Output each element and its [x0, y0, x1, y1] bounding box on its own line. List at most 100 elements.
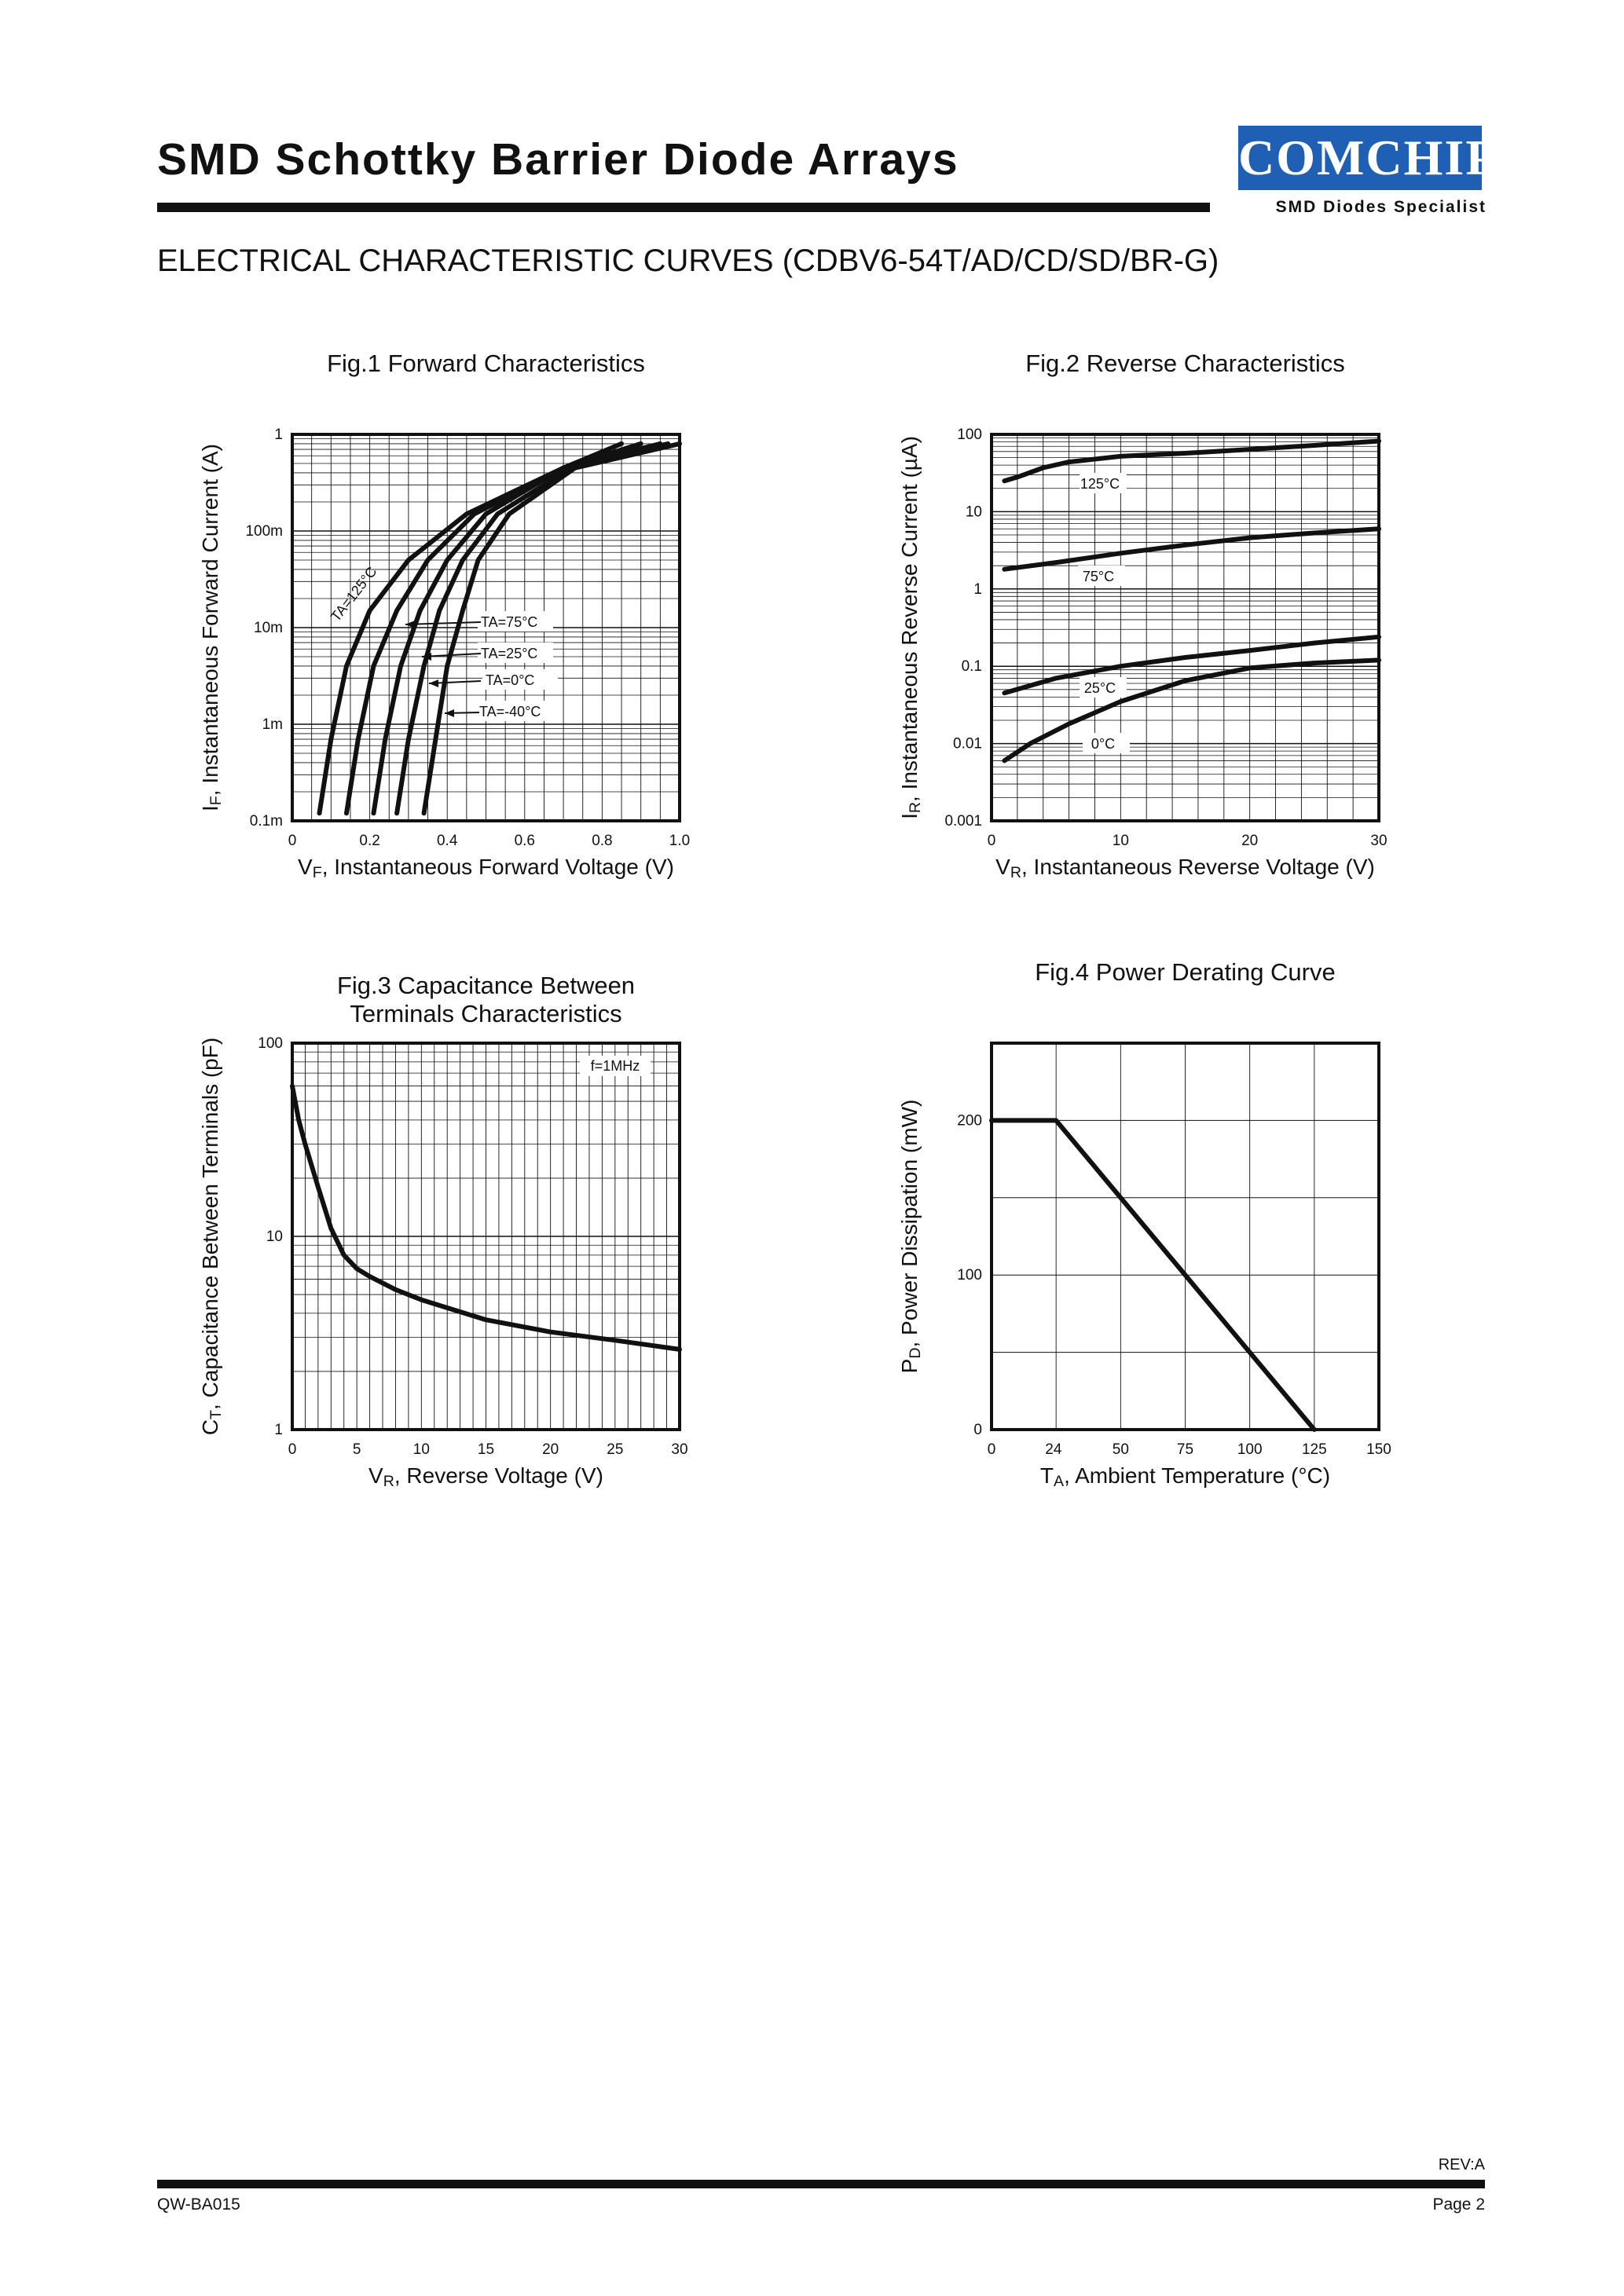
series-label-bg — [1078, 566, 1125, 586]
chart-2: 0 10 20 30 0.001 0.01 0.1 1 10 100 Fig.2 Reverse C… — [944, 350, 1387, 849]
x-tick-label: 1.0 — [669, 833, 690, 849]
y-axis-label: PD, Power Dissipation (mW) — [897, 1100, 924, 1374]
chart-title: Terminals Characteristics — [350, 1000, 621, 1027]
series-line-3 — [1002, 634, 1381, 696]
series-label: 0°C — [1091, 736, 1115, 752]
x-tick-label: 0.2 — [359, 833, 379, 849]
series-label-bg — [478, 643, 553, 663]
y-tick-label: 0.01 — [953, 736, 982, 753]
chart-4-grid — [991, 1042, 1380, 1430]
page-number: Page 2 — [1432, 2195, 1485, 2214]
series-label: TA=25°C — [481, 646, 537, 661]
chart-title: Fig.1 Forward Characteristics — [327, 350, 645, 377]
company-logo: COMCHIP — [1238, 126, 1496, 190]
x-tick-label: 20 — [542, 1441, 559, 1458]
arrowhead — [429, 679, 438, 687]
y-tick-label: 1 — [274, 1422, 283, 1438]
series-line-4 — [1002, 657, 1381, 764]
series-line-4 — [394, 441, 671, 816]
x-tick-label: 0.4 — [437, 833, 458, 849]
chart-3-frame — [291, 1042, 681, 1431]
series-line-2 — [1002, 526, 1381, 572]
x-axis-label: VR, Instantaneous Reverse Voltage (V) — [995, 855, 1375, 881]
section-subtitle: ELECTRICAL CHARACTERISTIC CURVES (CDBV6-… — [157, 244, 1219, 278]
frequency-annotation: f=1MHz — [591, 1058, 640, 1074]
y-tick-label: 10 — [966, 504, 982, 520]
x-tick-label: 0 — [288, 833, 297, 849]
series-label-bg — [476, 701, 552, 721]
x-tick-label: 10 — [413, 1441, 430, 1458]
series-line-1 — [989, 1118, 1317, 1432]
chart-1: 0 0.2 0.4 0.6 0.8 1.0 0.1m 1m 10m 100m 1 Fig.1 Forw… — [245, 350, 690, 849]
x-tick-label: 25 — [607, 1441, 623, 1458]
x-tick-label: 30 — [671, 1441, 687, 1458]
y-tick-label: 1m — [262, 716, 283, 733]
x-tick-label: 24 — [1045, 1441, 1062, 1458]
arrowhead — [405, 621, 415, 628]
y-tick-label: 100 — [957, 427, 982, 443]
chart-4-frame — [990, 1042, 1380, 1431]
series-label-bg — [478, 611, 553, 632]
x-tick-label: 0 — [988, 833, 996, 849]
x-tick-label: 125 — [1302, 1441, 1327, 1458]
x-tick-label: 20 — [1241, 833, 1258, 849]
x-tick-label: 75 — [1177, 1441, 1193, 1458]
y-tick-label: 0.1m — [250, 813, 283, 829]
series-line-3 — [371, 441, 663, 816]
y-tick-label: 100 — [258, 1035, 283, 1052]
x-tick-label: 5 — [353, 1441, 361, 1458]
x-axis-label: VR, Reverse Voltage (V) — [368, 1463, 603, 1490]
x-tick-label: 10 — [1113, 833, 1129, 849]
y-tick-label: 10m — [254, 620, 283, 636]
title-rule — [157, 203, 1210, 212]
series-label: 75°C — [1083, 569, 1114, 584]
annotation-bg — [580, 1056, 651, 1076]
arrowhead — [422, 653, 431, 661]
series-label-bg — [1080, 677, 1127, 698]
document-number: QW-BA015 — [157, 2195, 240, 2214]
x-tick-label: 0 — [988, 1441, 996, 1458]
series-line-1 — [1002, 438, 1381, 484]
series-label: 25°C — [1084, 680, 1116, 696]
series-label-bg — [1083, 733, 1130, 753]
footer-rule — [157, 2180, 1485, 2188]
y-axis-label: CT, Capacitance Between Terminals (pF) — [198, 1038, 225, 1435]
revision-label: REV:A — [1438, 2156, 1485, 2173]
chart-2-grid — [991, 434, 1380, 822]
x-tick-label: 0 — [288, 1441, 297, 1458]
chart-title: Fig.3 Capacitance Between — [337, 972, 635, 999]
x-tick-label: 50 — [1113, 1441, 1129, 1458]
label-arrow — [421, 653, 482, 657]
y-tick-label: 1 — [973, 581, 982, 598]
y-tick-label: 1 — [274, 427, 283, 443]
x-axis-label: TA, Ambient Temperature (°C) — [1040, 1463, 1330, 1490]
series-line-5 — [421, 441, 682, 816]
charts-area: 0 0.2 0.4 0.6 0.8 1.0 0.1m 1m 10m 100m 1 Fig.1 Forw… — [198, 350, 1391, 1490]
y-axis-label: IR, Instantaneous Reverse Current (µA) — [897, 436, 924, 819]
series-label-bg — [1080, 473, 1127, 493]
chart-3-grid — [291, 1043, 680, 1430]
y-tick-label: 0.001 — [944, 813, 982, 829]
y-tick-label: 200 — [957, 1112, 982, 1129]
chart-1-frame — [291, 433, 681, 822]
x-tick-label: 100 — [1237, 1441, 1263, 1458]
y-tick-label: 100 — [957, 1267, 982, 1283]
series-label: TA=125°C — [328, 564, 379, 624]
series-label-bg — [482, 669, 558, 690]
logo-tagline: SMD Diodes Specialist — [1275, 198, 1487, 216]
x-axis-label: VF, Instantaneous Forward Voltage (V) — [298, 855, 674, 881]
y-axis-label: IF, Instantaneous Forward Current (A) — [198, 444, 225, 811]
x-tick-label: 0.6 — [515, 833, 535, 849]
series-line-1 — [317, 441, 624, 816]
x-tick-label: 0.8 — [592, 833, 612, 849]
chart-3: 0 5 10 15 20 25 30 1 10 100 Fig.3 Capacitance Betw… — [258, 972, 687, 1458]
series-label: 125°C — [1080, 476, 1120, 492]
series-label: TA=-40°C — [479, 704, 541, 720]
x-tick-label: 150 — [1366, 1441, 1391, 1458]
y-tick-label: 10 — [266, 1229, 283, 1245]
series-label: TA=0°C — [486, 672, 534, 688]
arrowhead — [445, 709, 454, 717]
series-line-1 — [290, 1083, 682, 1352]
label-arrow — [405, 621, 482, 625]
chart-title: Fig.2 Reverse Characteristics — [1025, 350, 1345, 377]
